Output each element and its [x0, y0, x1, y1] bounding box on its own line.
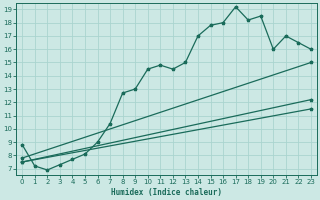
X-axis label: Humidex (Indice chaleur): Humidex (Indice chaleur)	[111, 188, 222, 197]
